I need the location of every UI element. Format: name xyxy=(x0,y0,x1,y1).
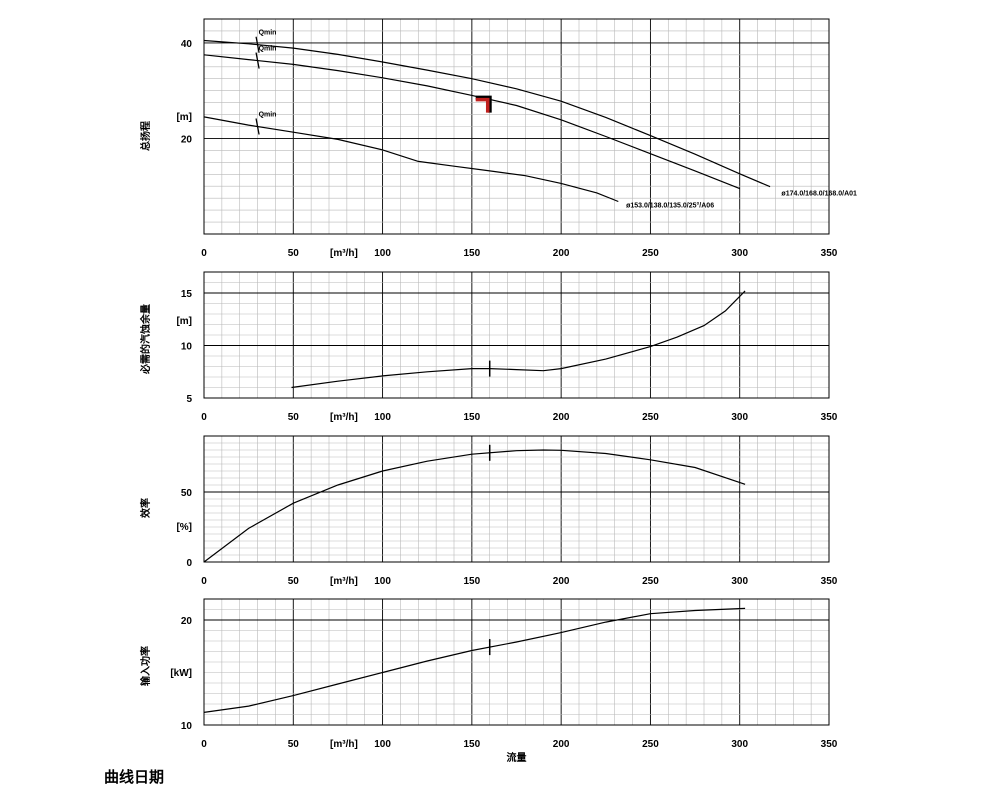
efficiency-xtick-label: 50 xyxy=(288,576,300,587)
head-ylabel: 总扬程 xyxy=(139,121,152,151)
impeller-series-label: ø174.0/168.0/168.0/A01 xyxy=(781,190,857,197)
head-xtick-label: 350 xyxy=(821,248,838,259)
power-ylabel: 输入功率 xyxy=(139,646,152,686)
power-panel: 10 20 [kW] 输入功率 0 50 100 150 200 250 300 350 [m³/h] xyxy=(139,598,838,750)
npsh-ytick-label: 15 xyxy=(181,289,193,300)
efficiency-series-line xyxy=(203,449,746,563)
head-series-line xyxy=(203,116,619,203)
npsh-grid xyxy=(204,272,829,399)
power-series-line xyxy=(203,607,746,713)
npsh-xtick-label: 150 xyxy=(464,412,481,423)
npsh-xtick-label: 50 xyxy=(288,412,300,423)
power-xtick-label: 0 xyxy=(201,739,207,750)
efficiency-xtick-label: 300 xyxy=(731,576,748,587)
power-xtick-label: 150 xyxy=(464,739,481,750)
efficiency-xtick-label: 350 xyxy=(821,576,838,587)
npsh-xtick-label: 350 xyxy=(821,412,838,423)
qmin-label: Qmin xyxy=(259,30,277,37)
power-xtick-label: 350 xyxy=(821,739,838,750)
efficiency-xtick-label: 250 xyxy=(642,576,659,587)
qmin-marker xyxy=(255,118,260,135)
efficiency-ylabel: 效率 xyxy=(139,498,152,518)
npsh-ytick-label: 5 xyxy=(186,394,192,405)
efficiency-yunit: [%] xyxy=(176,522,192,533)
head-grid xyxy=(204,19,829,234)
npsh-xtick-label: 0 xyxy=(201,412,207,423)
head-xtick-label: 250 xyxy=(642,248,659,259)
power-yunit: [kW] xyxy=(170,668,192,679)
qmin-label: Qmin xyxy=(259,112,277,119)
head-xunit: [m³/h] xyxy=(330,248,358,259)
npsh-xtick-label: 100 xyxy=(374,412,391,423)
head-xtick-label: 50 xyxy=(288,248,300,259)
power-xunit: [m³/h] xyxy=(330,739,358,750)
head-xtick-label: 150 xyxy=(464,248,481,259)
head-panel: 20 40 [m] 总扬程 0 50 100 150 200 250 300 350 [m³/h] Qmi… xyxy=(139,18,857,259)
power-ytick-label: 20 xyxy=(181,616,193,627)
power-ytick-label: 10 xyxy=(181,721,193,732)
duty-point-shadow xyxy=(475,95,492,113)
head-yunit: [m] xyxy=(176,112,192,123)
head-xtick-label: 200 xyxy=(553,248,570,259)
npsh-frame xyxy=(203,271,830,399)
power-xtick-label: 50 xyxy=(288,739,300,750)
impeller-series-label: ø153.0/138.0/135.0/25°/A06 xyxy=(626,201,714,209)
npsh-ytick-label: 10 xyxy=(181,342,193,353)
head-ytick-label: 20 xyxy=(181,134,193,145)
qmin-marker xyxy=(255,36,260,53)
head-xtick-label: 300 xyxy=(731,248,748,259)
qmin-label: Qmin xyxy=(259,46,277,53)
efficiency-xtick-label: 100 xyxy=(374,576,391,587)
npsh-xunit: [m³/h] xyxy=(330,412,358,423)
head-series-line xyxy=(203,54,740,190)
efficiency-ytick-label: 50 xyxy=(181,488,193,499)
power-frame xyxy=(203,598,830,726)
curve-date-label: 曲线日期 xyxy=(104,768,165,786)
efficiency-panel: 0 50 [%] 效率 0 50 100 150 200 250 300 350 [m³/h] xyxy=(139,435,838,587)
qmin-marker xyxy=(255,52,260,69)
power-grid xyxy=(204,599,829,726)
efficiency-xtick-label: 0 xyxy=(201,576,207,587)
npsh-yunit: [m] xyxy=(176,316,192,327)
head-frame xyxy=(203,18,830,235)
npsh-xtick-label: 300 xyxy=(731,412,748,423)
head-xtick-label: 100 xyxy=(374,248,391,259)
power-xtick-label: 100 xyxy=(374,739,391,750)
efficiency-ytick-label: 0 xyxy=(186,558,192,569)
npsh-ylabel: 必需的汽蚀余量 xyxy=(139,304,152,375)
power-xtick-label: 200 xyxy=(553,739,570,750)
head-ytick-label: 40 xyxy=(181,39,193,50)
efficiency-grid xyxy=(204,436,829,563)
power-xtick-label: 300 xyxy=(731,739,748,750)
efficiency-xtick-label: 200 xyxy=(553,576,570,587)
head-series-line xyxy=(203,39,771,188)
npsh-xtick-label: 250 xyxy=(642,412,659,423)
npsh-panel: 5 10 15 [m] 必需的汽蚀余量 0 50 100 150 200 250 300 350 [m³/… xyxy=(139,271,838,423)
x-axis-title: 流量 xyxy=(507,751,527,764)
head-xtick-label: 0 xyxy=(201,248,207,259)
duty-point-symbol xyxy=(475,97,490,113)
efficiency-frame xyxy=(203,435,830,563)
efficiency-xunit: [m³/h] xyxy=(330,576,358,587)
efficiency-xtick-label: 150 xyxy=(464,576,481,587)
npsh-series-line xyxy=(291,290,746,389)
npsh-xtick-label: 200 xyxy=(553,412,570,423)
power-xtick-label: 250 xyxy=(642,739,659,750)
